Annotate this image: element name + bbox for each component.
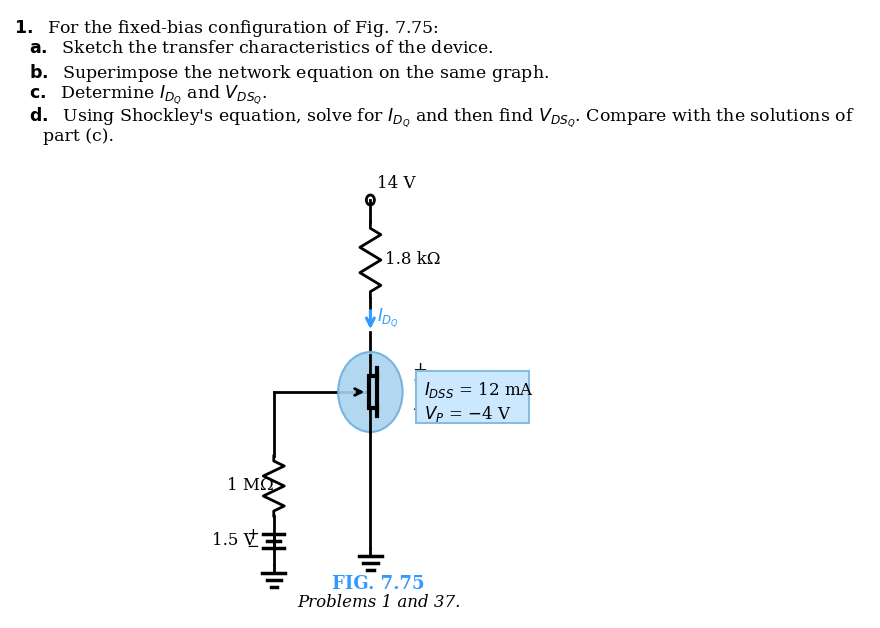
Text: +: + xyxy=(246,527,260,542)
Text: $\mathbf{a.}$  Sketch the transfer characteristics of the device.: $\mathbf{a.}$ Sketch the transfer charac… xyxy=(29,40,494,57)
Text: part (c).: part (c). xyxy=(43,128,114,145)
Text: FIG. 7.75: FIG. 7.75 xyxy=(332,575,425,593)
Text: $I_{D_Q}$: $I_{D_Q}$ xyxy=(377,306,399,330)
Text: Problems 1 and 37.: Problems 1 and 37. xyxy=(297,594,460,611)
Text: −: − xyxy=(246,539,260,554)
Text: 1 MΩ: 1 MΩ xyxy=(227,477,274,494)
FancyBboxPatch shape xyxy=(416,371,529,423)
Text: $\mathbf{c.}$  Determine $I_{D_Q}$ and $V_{DS_Q}$.: $\mathbf{c.}$ Determine $I_{D_Q}$ and $V… xyxy=(29,84,268,107)
Text: 1.8 kΩ: 1.8 kΩ xyxy=(385,251,440,269)
Text: +: + xyxy=(412,361,428,379)
Text: $V_{DS_Q}$: $V_{DS_Q}$ xyxy=(412,377,448,401)
Text: $V_P$ = $-$4 V: $V_P$ = $-$4 V xyxy=(423,404,511,424)
Circle shape xyxy=(338,352,402,432)
Text: $\mathbf{b.}$  Superimpose the network equation on the same graph.: $\mathbf{b.}$ Superimpose the network eq… xyxy=(29,62,549,84)
Text: 1.5 V: 1.5 V xyxy=(212,532,256,549)
Text: −: − xyxy=(412,401,429,419)
Text: $I_{DSS}$ = 12 mA: $I_{DSS}$ = 12 mA xyxy=(423,380,533,400)
Text: $\mathbf{d.}$  Using Shockley's equation, solve for $I_{D_Q}$ and then find $V_{: $\mathbf{d.}$ Using Shockley's equation,… xyxy=(29,106,854,130)
Text: $\mathbf{1.}$  For the fixed-bias configuration of Fig. 7.75:: $\mathbf{1.}$ For the fixed-bias configu… xyxy=(14,18,439,39)
Text: 14 V: 14 V xyxy=(377,175,415,192)
